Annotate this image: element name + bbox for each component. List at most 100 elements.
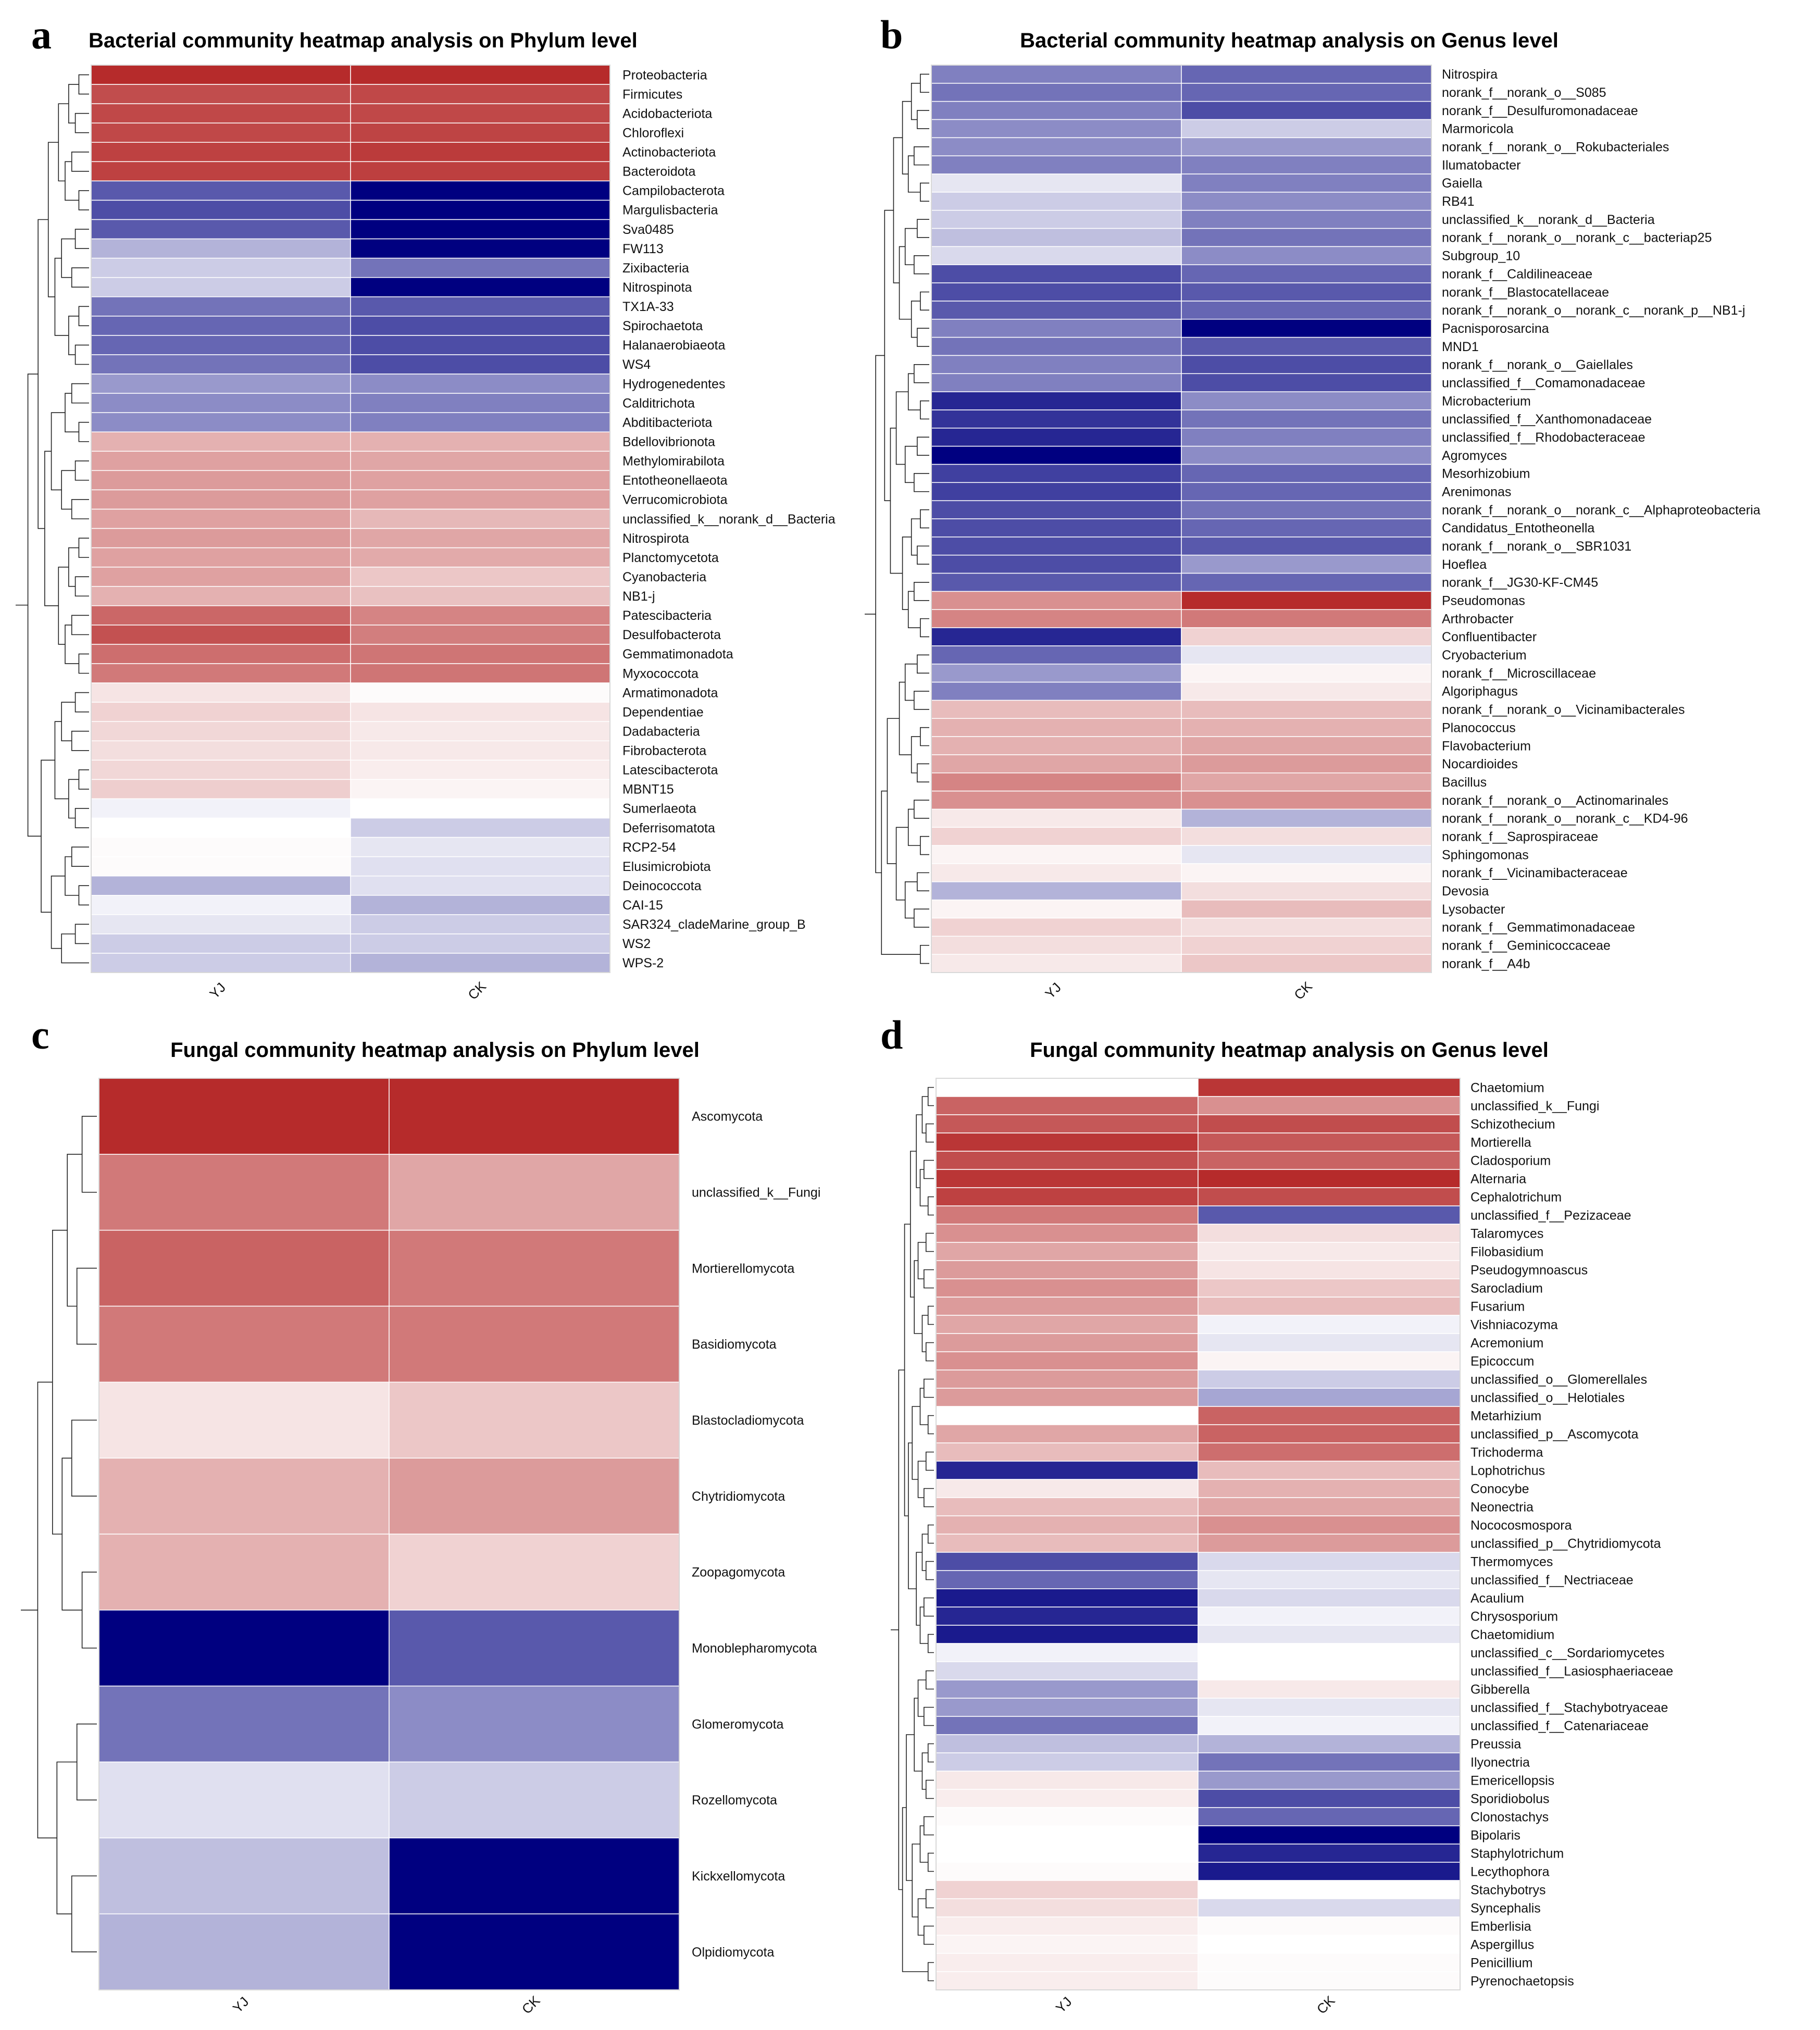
row-label: Zoopagomycota (692, 1565, 785, 1580)
row-label: Hoeflea (1442, 557, 1487, 572)
dendrogram-branch (911, 736, 920, 774)
row-label: Spirochaetota (622, 319, 703, 333)
heatmap-cell (1198, 1606, 1461, 1626)
row-label: Dadabacteria (622, 724, 700, 739)
row-label: norank_f__JG30-KF-CM45 (1442, 576, 1598, 590)
heatmap-cell (1181, 881, 1432, 901)
heatmap-c: Ascomycota unclassified_k__Fungi Mortierel… (21, 1078, 820, 2017)
dendrogram-branch (71, 151, 89, 172)
heatmap-cell (350, 161, 610, 182)
dendrogram-branch (912, 1406, 920, 1480)
heatmap-cell (1181, 591, 1432, 610)
dendrogram-branch (904, 663, 917, 701)
heatmap-cell (350, 817, 610, 838)
row-label: Metarhizium (1470, 1409, 1541, 1423)
dendrogram-branch (924, 1707, 934, 1726)
dendrogram-branch (74, 344, 89, 365)
heatmap-cell (931, 173, 1182, 193)
row-label: Mesorhizobium (1442, 467, 1530, 481)
dendrogram-branch (917, 545, 929, 565)
heatmap-cell (1181, 246, 1432, 265)
column-label: CK (1314, 1992, 1338, 2017)
row-label: Planococcus (1442, 720, 1516, 735)
heatmap-cell (1181, 228, 1432, 247)
row-label: unclassified_o__Helotiales (1470, 1390, 1625, 1405)
row-label: norank_f__Blastocatellaceae (1442, 285, 1609, 300)
row-label: Devosia (1442, 884, 1489, 899)
heatmap-cell (91, 122, 351, 143)
heatmap-cell (1198, 1369, 1461, 1389)
row-label: Pseudogymnoascus (1470, 1263, 1588, 1277)
heatmap-cell (91, 257, 351, 278)
row-label: Pacnisporosarcina (1442, 321, 1549, 336)
dendrogram-branch (925, 1232, 934, 1252)
heatmap-cell (931, 282, 1182, 302)
heatmap-cell (1198, 1151, 1461, 1170)
heatmap-cell (936, 1515, 1199, 1535)
heatmap-cell (1198, 1515, 1461, 1535)
heatmap-cell (389, 1761, 680, 1839)
row-label: Ilyonectria (1470, 1755, 1530, 1770)
heatmap-cell (931, 445, 1182, 465)
heatmap-cell (91, 65, 351, 85)
dendrogram-branch (74, 576, 89, 597)
row-label: norank_f__norank_o__norank_c__KD4-96 (1442, 812, 1688, 826)
heatmap-cell (1181, 773, 1432, 792)
heatmap-cell (91, 219, 351, 240)
heatmap-cell (936, 1880, 1199, 1899)
dendrogram-branch (919, 1388, 928, 1425)
row-label: Talaromyces (1470, 1226, 1543, 1241)
row-label: Monoblepharomycota (692, 1641, 817, 1656)
row-label: norank_f__norank_o__norank_c__norank_p__… (1442, 303, 1745, 318)
row-label: norank_f__norank_o__S085 (1442, 85, 1606, 100)
heatmap-cell (350, 605, 610, 626)
row-label: Pseudomonas (1442, 594, 1525, 608)
dendrogram-branch (54, 721, 69, 800)
dendrogram-branch (925, 1670, 934, 1690)
dendrogram-branch (71, 383, 89, 404)
dendrogram-branch (78, 538, 89, 558)
heatmap-cell (91, 316, 351, 336)
heatmap-cell (350, 451, 610, 471)
dendrogram-branch (904, 445, 917, 483)
dendrogram-branch (924, 1160, 934, 1179)
dendrogram-branch (895, 827, 908, 901)
row-label: Marmoricola (1442, 122, 1514, 136)
heatmap-cell (936, 1971, 1199, 1990)
heatmap-cell (91, 354, 351, 375)
row-label: Filobasidium (1470, 1244, 1543, 1259)
heatmap-cell (350, 566, 610, 587)
dendrogram-branch (37, 1381, 57, 1839)
heatmap-cell (1198, 1260, 1461, 1279)
heatmap-cell (1198, 1789, 1461, 1808)
heatmap-cell (931, 773, 1182, 792)
row-label: norank_f__Saprospiraceae (1442, 829, 1598, 844)
dendrogram-branch (71, 846, 89, 867)
heatmap-cell (931, 518, 1182, 538)
heatmap-cell (931, 209, 1182, 229)
heatmap-cell (91, 682, 351, 703)
dendrogram-branch (908, 1442, 917, 1589)
row-label: norank_f__norank_o__SBR1031 (1442, 539, 1631, 554)
dendrogram-branch (902, 537, 912, 610)
panel-c-letter: c (31, 1012, 49, 1057)
panel-d-title: Fungal community heatmap analysis on Gen… (1030, 1039, 1549, 1062)
dendrogram-branch (920, 836, 929, 855)
row-label: unclassified_o__Glomerellales (1470, 1372, 1647, 1387)
heatmap-cell (1198, 1333, 1461, 1352)
row-label: unclassified_f__Xanthomonadaceae (1442, 412, 1652, 427)
heatmap-cell (350, 779, 610, 800)
dendrogram-branch (27, 373, 42, 837)
heatmap-cell (1198, 1935, 1461, 1954)
heatmap-cell (98, 1154, 390, 1231)
dendrogram-branch (921, 1315, 928, 1352)
heatmap-cell (350, 373, 610, 394)
heatmap-cell (91, 586, 351, 606)
heatmap-cell (1198, 1278, 1461, 1298)
row-label: unclassified_k__norank_d__Bacteria (622, 512, 836, 527)
heatmap-cell (1181, 409, 1432, 429)
row-label: Cryobacterium (1442, 648, 1527, 663)
dendrogram-branch (927, 1305, 934, 1325)
dendrogram-branch (893, 137, 903, 283)
row-label: Gibberella (1470, 1682, 1530, 1697)
